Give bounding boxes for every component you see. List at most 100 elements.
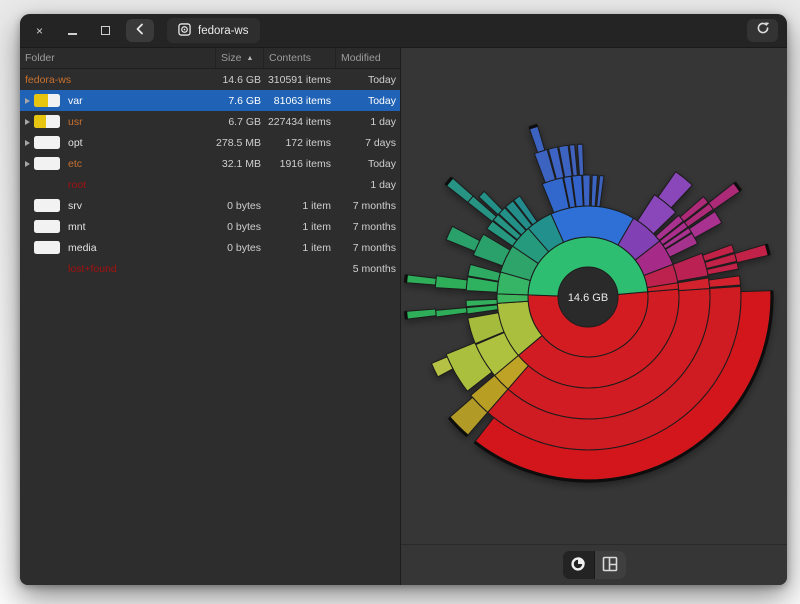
rings-chart[interactable]: 14.6 GB: [401, 48, 787, 544]
folder-cell: media: [20, 241, 216, 254]
ring-segment[interactable]: [577, 144, 583, 175]
refresh-button[interactable]: [747, 19, 778, 42]
rings-chart-icon: [570, 556, 586, 575]
modified-cell: Today: [336, 74, 400, 86]
expander-icon[interactable]: [25, 119, 30, 125]
folder-name: media: [65, 242, 97, 254]
column-header-modified[interactable]: Modified: [336, 48, 400, 68]
folder-name: fedora-ws: [20, 74, 71, 86]
tree-header: FolderSize▲ContentsModified: [20, 48, 400, 69]
folder-name: root: [65, 179, 86, 191]
table-row-mnt[interactable]: mnt0 bytes1 item7 months: [20, 216, 400, 237]
size-cell: 0 bytes: [216, 242, 264, 254]
folder-name: var: [65, 95, 83, 107]
table-row-lost+found[interactable]: lost+found5 months: [20, 258, 400, 279]
treemap-chart-icon: [602, 556, 618, 575]
chart-toolbar: [401, 544, 787, 585]
ring-segment[interactable]: [406, 275, 437, 285]
modified-cell: 7 months: [336, 221, 400, 233]
table-row-srv[interactable]: srv0 bytes1 item7 months: [20, 195, 400, 216]
contents-cell: 1 item: [264, 200, 336, 212]
folder-cell: lost+found: [20, 263, 216, 275]
sort-ascending-icon: ▲: [246, 55, 253, 62]
expander-icon[interactable]: [25, 161, 30, 167]
contents-cell: 1 item: [264, 242, 336, 254]
folder-name: lost+found: [65, 263, 117, 275]
table-row-media[interactable]: media 0 bytes1 item7 months: [20, 237, 400, 258]
column-header-size[interactable]: Size▲: [216, 48, 264, 68]
size-cell: 7.6 GB: [216, 95, 264, 107]
view-switcher: [563, 551, 626, 579]
table-row-usr[interactable]: usr 6.7 GB227434 items1 day: [20, 111, 400, 132]
folder-cell: var: [20, 94, 216, 107]
ring-segment[interactable]: [709, 276, 741, 288]
folder-cell: mnt: [20, 220, 216, 233]
rings-chart-panel: 14.6 GB: [401, 48, 787, 585]
tab-fedora-ws[interactable]: fedora-ws: [167, 18, 260, 43]
folder-cell: fedora-ws: [20, 74, 216, 86]
ring-segment[interactable]: [435, 276, 467, 290]
expander-icon[interactable]: [25, 140, 30, 146]
contents-cell: 227434 items: [264, 116, 336, 128]
ring-segment[interactable]: [406, 309, 437, 319]
close-button[interactable]: ×: [33, 24, 46, 37]
minimize-button[interactable]: [66, 24, 79, 37]
contents-cell: 1 item: [264, 221, 336, 233]
folder-name: opt: [65, 137, 83, 149]
rings-view-button[interactable]: [563, 551, 594, 579]
contents-cell: 310591 items: [264, 74, 336, 86]
contents-cell: 1916 items: [264, 158, 336, 170]
usage-bar: [34, 115, 60, 128]
segment-cap: [406, 311, 407, 319]
size-cell: 0 bytes: [216, 200, 264, 212]
column-header-contents[interactable]: Contents: [264, 48, 336, 68]
contents-cell: 172 items: [264, 137, 336, 149]
folder-name: etc: [65, 158, 82, 170]
maximize-button[interactable]: [99, 24, 112, 37]
segment-cap: [406, 275, 407, 283]
modified-cell: Today: [336, 95, 400, 107]
size-cell: 14.6 GB: [216, 74, 264, 86]
table-row-etc[interactable]: etc32.1 MB1916 itemsToday: [20, 153, 400, 174]
ring-segment[interactable]: [583, 175, 590, 206]
tab-label: fedora-ws: [198, 25, 249, 37]
titlebar: × fedora-ws: [20, 14, 787, 48]
usage-bar: [34, 136, 60, 149]
expander-icon[interactable]: [25, 98, 30, 104]
folder-cell: root: [20, 179, 216, 191]
disk-icon: [178, 23, 191, 39]
refresh-icon: [756, 21, 770, 40]
contents-cell: 81063 items: [264, 95, 336, 107]
modified-cell: 7 days: [336, 137, 400, 149]
app-window: × fedora-ws: [20, 14, 787, 585]
usage-bar: [34, 220, 60, 233]
folder-name: srv: [65, 200, 82, 212]
window-controls: ×: [20, 24, 112, 37]
size-cell: 6.7 GB: [216, 116, 264, 128]
chevron-left-icon: [135, 22, 145, 40]
ring-segment[interactable]: [529, 125, 545, 152]
ring-segment[interactable]: [673, 253, 708, 281]
folder-name: usr: [65, 116, 83, 128]
usage-bar: [34, 157, 60, 170]
back-button[interactable]: [126, 19, 154, 42]
table-row-var[interactable]: var 7.6 GB81063 itemsToday: [20, 90, 400, 111]
folder-cell: etc: [20, 157, 216, 170]
ring-segment[interactable]: [591, 175, 597, 206]
modified-cell: 1 day: [336, 116, 400, 128]
usage-bar: [34, 199, 60, 212]
ring-segment[interactable]: [735, 244, 770, 262]
table-row-opt[interactable]: opt 278.5 MB172 items7 days: [20, 132, 400, 153]
ring-segment[interactable]: [436, 308, 467, 317]
folder-cell: usr: [20, 115, 216, 128]
treemap-view-button[interactable]: [595, 551, 626, 579]
size-cell: 278.5 MB: [216, 137, 264, 149]
column-header-folder[interactable]: Folder: [20, 48, 216, 68]
size-cell: 32.1 MB: [216, 158, 264, 170]
modified-cell: 7 months: [336, 242, 400, 254]
ring-segment[interactable]: [446, 226, 480, 251]
table-row-fedora-ws[interactable]: fedora-ws 14.6 GB310591 itemsToday: [20, 69, 400, 90]
ring-segment[interactable]: [597, 176, 604, 207]
folder-cell: srv: [20, 199, 216, 212]
table-row-root[interactable]: root1 day: [20, 174, 400, 195]
